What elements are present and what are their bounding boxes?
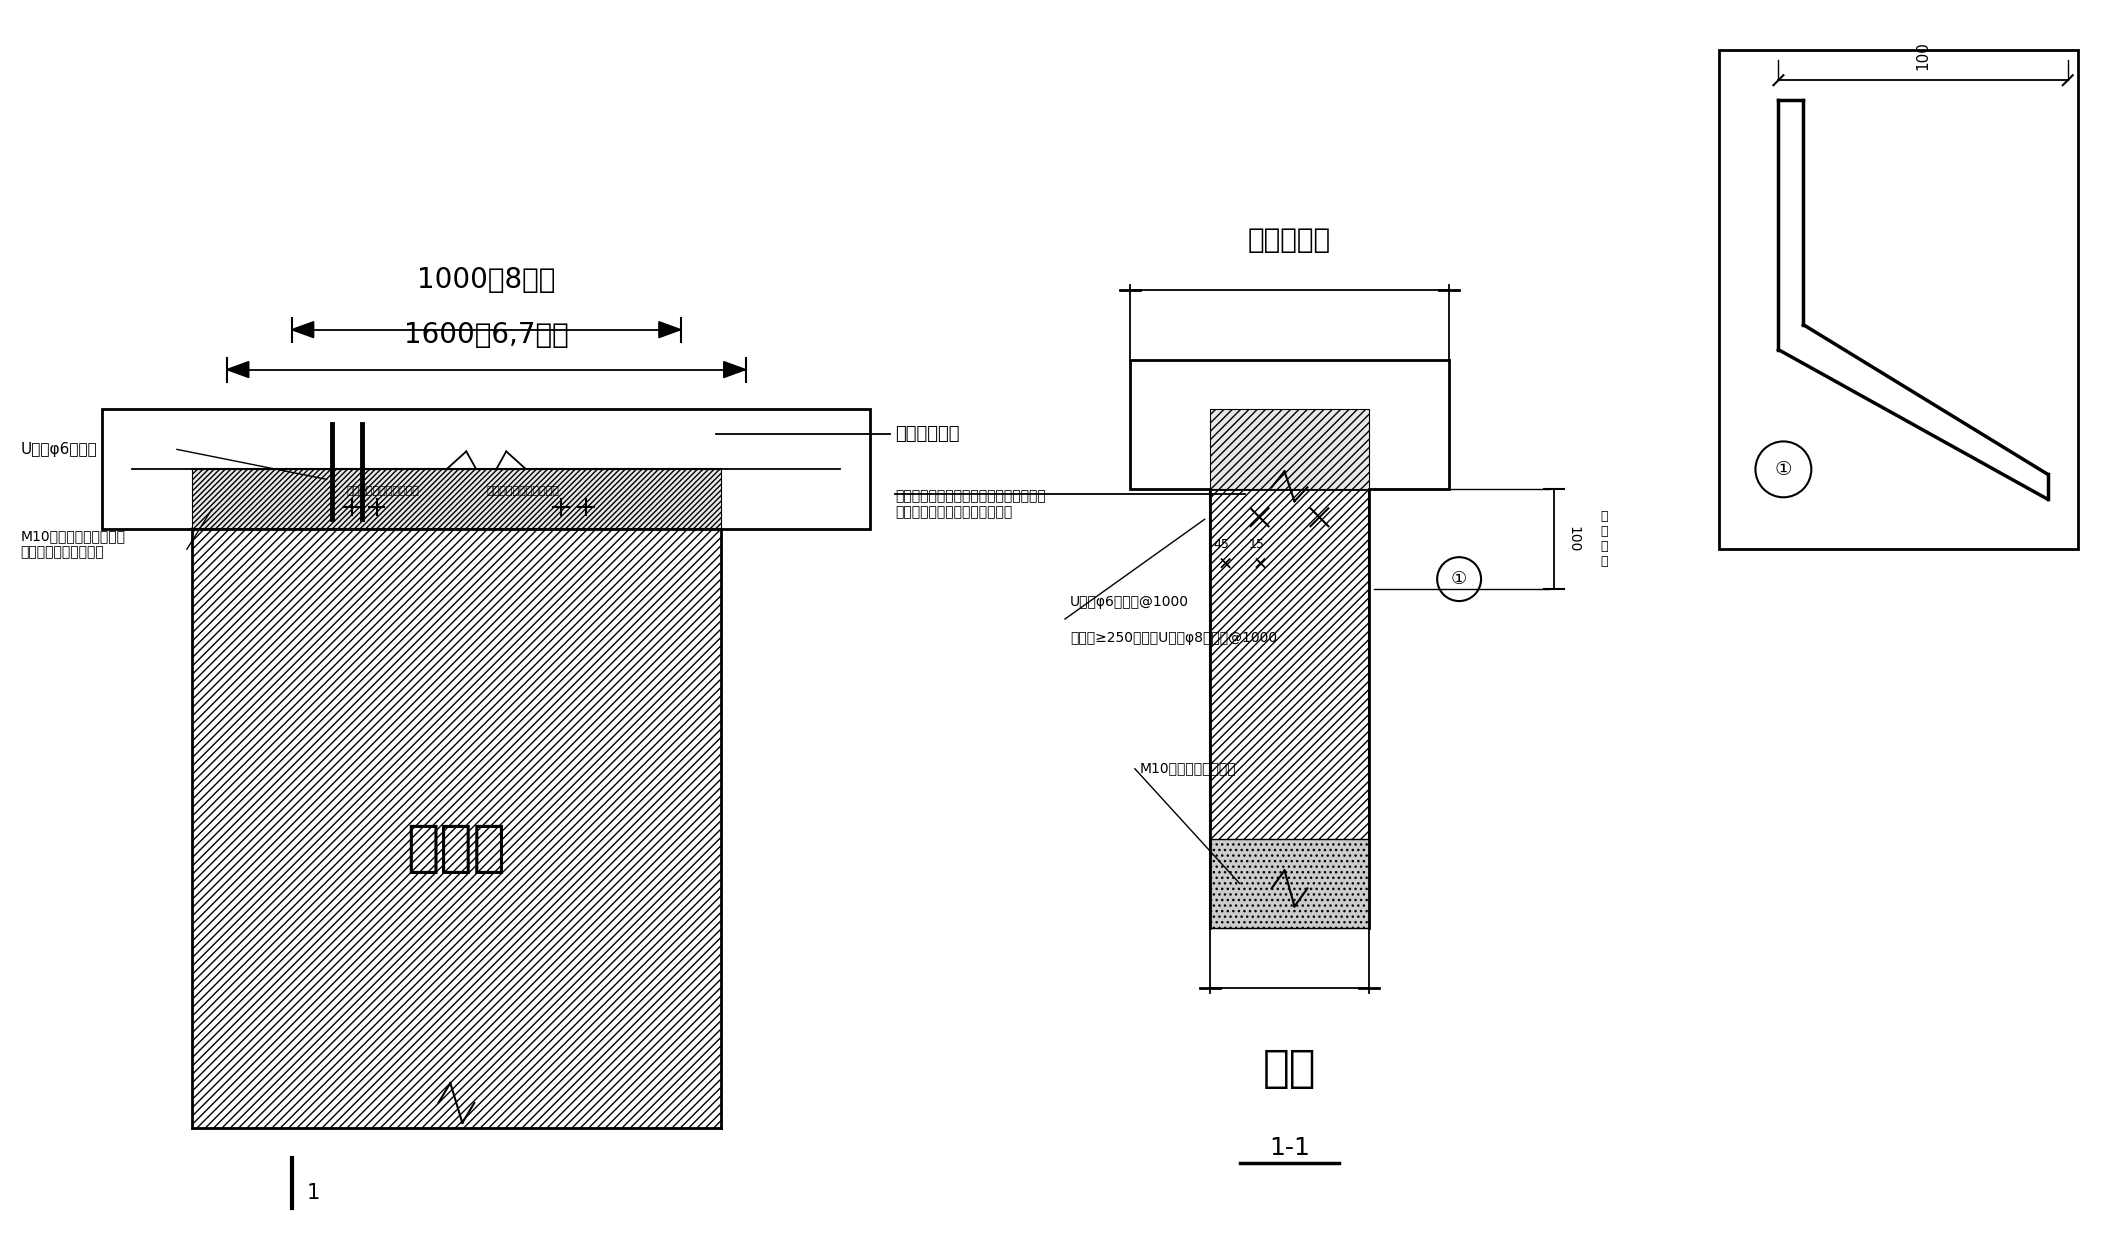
Text: 1600（6,7度）: 1600（6,7度） [404,321,568,349]
Text: U折型φ6拉结筋@1000: U折型φ6拉结筋@1000 [1069,596,1190,609]
Text: ①: ① [1452,570,1466,588]
Text: 当墙宽≥250时，为U折型φ8拉结筋@1000: 当墙宽≥250时，为U折型φ8拉结筋@1000 [1069,631,1276,645]
Text: 墙
宽
尺
寸: 墙 宽 尺 寸 [1600,510,1608,568]
Text: 梁宽或板宽: 梁宽或板宽 [1249,225,1331,254]
Text: 一皮斜顶砖所占空间尺寸: 一皮斜顶砖所占空间尺寸 [486,486,560,496]
Polygon shape [226,361,249,378]
Polygon shape [192,470,721,529]
Text: U折型φ6拉结筋: U折型φ6拉结筋 [21,442,97,457]
Polygon shape [1209,409,1369,490]
Text: M10膨胀水泥砂浆填实，
并随斜顶一起砌筑完成: M10膨胀水泥砂浆填实， 并随斜顶一起砌筑完成 [21,529,125,559]
Bar [101,409,871,529]
Bar [1130,360,1450,490]
Text: ①: ① [1775,460,1792,478]
Bar [1718,50,2077,549]
Text: M10膨胀水泥砂浆填实: M10膨胀水泥砂浆填实 [1139,762,1236,776]
Text: 混凝土砖或顶岩碎斜砌，必须逐块刮浆饱
满，相互压紧压实且与梁板顶紧: 混凝土砖或顶岩碎斜砌，必须逐块刮浆饱 满，相互压紧压实且与梁板顶紧 [896,490,1046,520]
Text: 填充墙: 填充墙 [406,822,507,875]
Text: 混凝土梁或板: 混凝土梁或板 [896,426,959,443]
Text: 45: 45 [1213,538,1230,550]
Text: 1: 1 [306,1182,319,1202]
Polygon shape [659,322,680,337]
Polygon shape [192,529,721,1128]
Text: 墙宽: 墙宽 [1264,1046,1316,1089]
Text: 1000（8度）: 1000（8度） [416,266,556,293]
Bar [1209,838,1369,928]
Polygon shape [1209,490,1369,928]
Polygon shape [725,361,746,378]
Text: 1-1: 1-1 [1270,1136,1310,1160]
Polygon shape [292,322,313,337]
Text: 一皮斜顶砖所占空间尺寸: 一皮斜顶砖所占空间尺寸 [347,486,420,496]
Text: 15: 15 [1249,538,1264,550]
Text: 100: 100 [1916,40,1931,69]
Text: 100: 100 [1568,526,1581,553]
